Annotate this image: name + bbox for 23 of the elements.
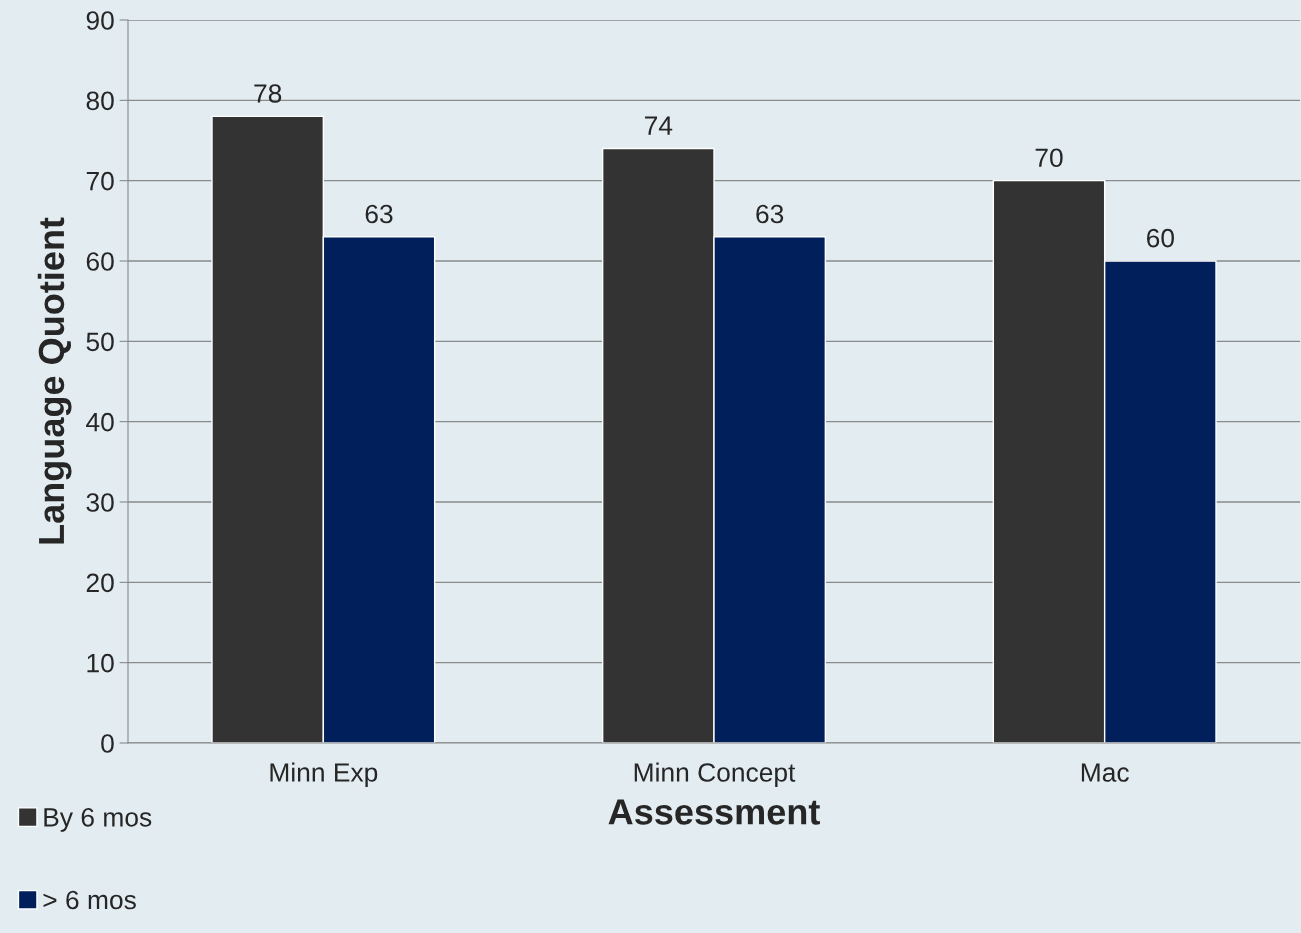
y-tick-label: 40 bbox=[86, 412, 114, 432]
data-label: 70 bbox=[1035, 148, 1063, 168]
x-tick-label: Minn Concept bbox=[634, 762, 796, 788]
legend-label: By 6 mos bbox=[44, 807, 152, 832]
y-tick-label: 50 bbox=[86, 332, 114, 352]
y-axis-title: Language Quotient bbox=[37, 217, 72, 544]
y-tick-label: 80 bbox=[86, 91, 114, 111]
x-tick-label: Minn Exp bbox=[270, 762, 378, 788]
data-label: 60 bbox=[1147, 228, 1174, 248]
y-tick-label: 60 bbox=[86, 252, 114, 271]
data-label: 63 bbox=[365, 204, 393, 224]
data-label: 63 bbox=[756, 204, 784, 224]
data-label: 74 bbox=[645, 116, 673, 135]
y-tick-label: 0 bbox=[101, 734, 114, 753]
x-axis-title: Assessment bbox=[608, 799, 820, 825]
legend-label: > 6 mos bbox=[43, 890, 136, 910]
x-tick-label: Mac bbox=[1081, 763, 1129, 782]
y-tick-label: 20 bbox=[86, 573, 114, 593]
data-label: 78 bbox=[254, 84, 282, 103]
y-tick-label: 30 bbox=[86, 493, 114, 512]
y-tick-label: 70 bbox=[86, 171, 114, 191]
y-tick-label: 90 bbox=[86, 11, 114, 30]
y-tick-label: 10 bbox=[87, 653, 114, 673]
